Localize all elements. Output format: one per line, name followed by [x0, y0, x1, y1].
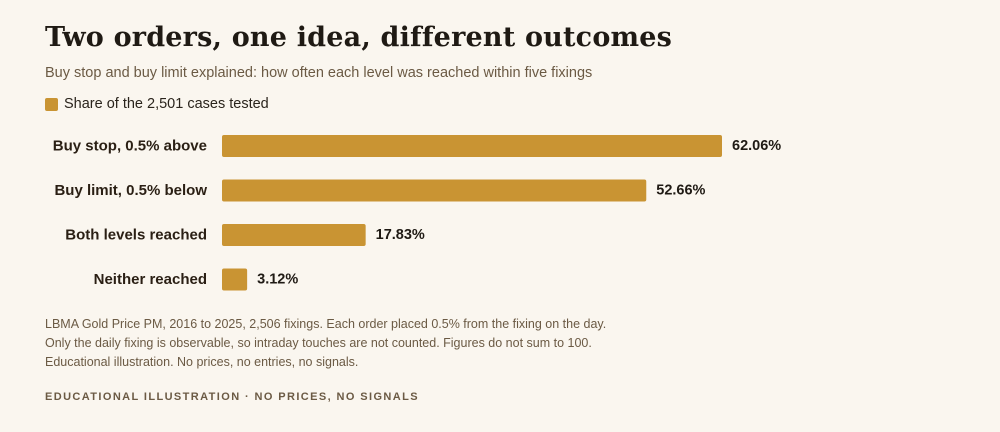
value-label: 17.83%	[376, 227, 425, 243]
chart-subtitle: Buy stop and buy limit explained: how of…	[45, 65, 593, 81]
footnote-line-2: Only the daily fixing is observable, so …	[45, 336, 592, 350]
bar-chart: Buy stop, 0.5% above 62.06% Buy limit, 0.5…	[53, 135, 781, 291]
legend-swatch	[45, 97, 58, 111]
footnote: LBMA Gold Price PM, 2016 to 2025, 2,506 …	[45, 315, 606, 372]
category-label: Buy limit, 0.5% below	[54, 182, 207, 199]
footnote-line-3: Educational illustration. No prices, no …	[45, 355, 359, 369]
category-label: Neither reached	[94, 271, 207, 288]
legend: Share of the 2,501 cases tested	[45, 96, 269, 112]
bar	[222, 179, 647, 202]
value-label: 52.66%	[656, 183, 705, 199]
value-label: 3.12%	[257, 272, 298, 288]
footer-caption: EDUCATIONAL ILLUSTRATION · NO PRICES, NO…	[45, 391, 419, 403]
category-label: Both levels reached	[65, 227, 207, 244]
bar	[222, 224, 366, 246]
value-label: 62.06%	[732, 138, 781, 154]
category-label: Buy stop, 0.5% above	[53, 138, 207, 155]
footnote-line-1: LBMA Gold Price PM, 2016 to 2025, 2,506 …	[45, 317, 607, 331]
chart-title: Two orders, one idea, different outcomes	[45, 22, 673, 53]
bar	[222, 135, 722, 157]
bar	[222, 268, 248, 291]
legend-label: Share of the 2,501 cases tested	[64, 96, 269, 112]
